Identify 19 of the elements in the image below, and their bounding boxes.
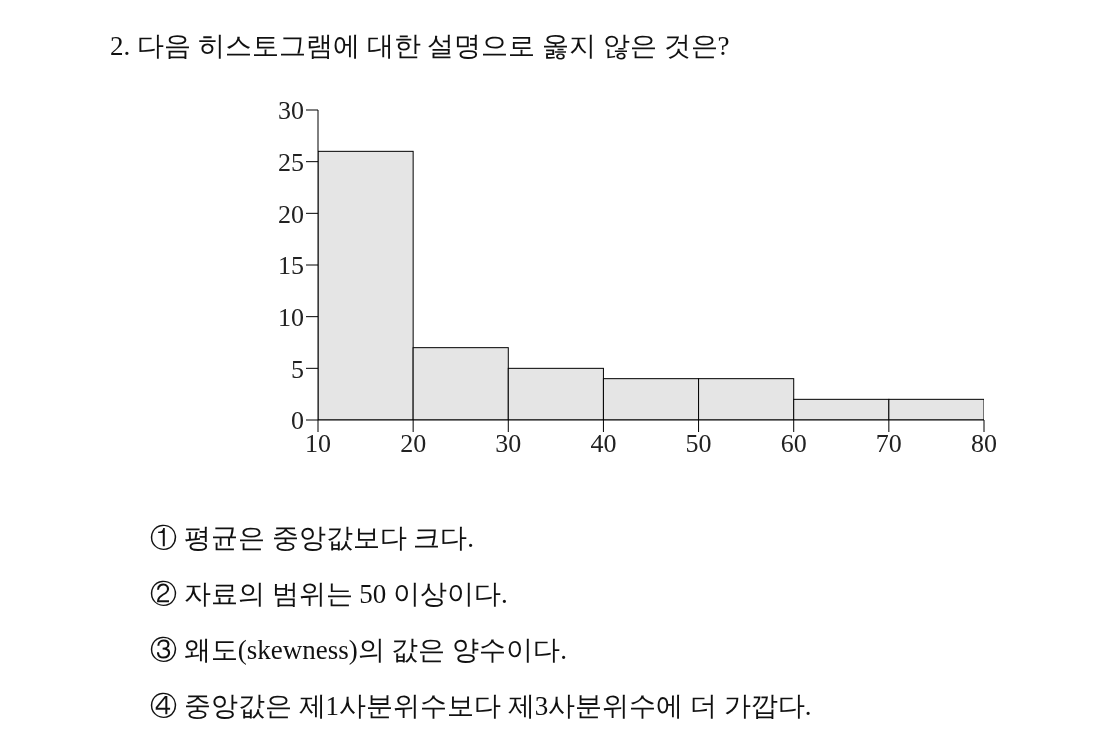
y-tick-label: 25 bbox=[278, 147, 304, 177]
y-tick-label: 10 bbox=[278, 302, 304, 332]
x-tick-label: 50 bbox=[685, 429, 712, 459]
x-tick-label: 60 bbox=[780, 429, 807, 459]
x-tick-label: 30 bbox=[495, 429, 522, 459]
x-tick-label: 20 bbox=[400, 429, 427, 459]
chart-title: 2. 다음 히스토그램에 대한 설명으로 옳지 않은 것은? bbox=[110, 30, 730, 63]
y-tick-label: 15 bbox=[278, 251, 304, 281]
text: ③ 왜도(skewness)의 값은 양수이다. bbox=[150, 634, 567, 667]
x-tick-label: 80 bbox=[971, 429, 997, 459]
text: ① 평균은 중앙값보다 크다. bbox=[150, 522, 474, 555]
x-tick-label: 40 bbox=[590, 429, 617, 459]
text: ② 자료의 범위는 50 이상이다. bbox=[150, 578, 508, 611]
y-tick-label: 20 bbox=[278, 199, 304, 229]
y-tick-label: 30 bbox=[278, 96, 304, 126]
text: ④ 중앙값은 제1사분위수보다 제3사분위수에 더 가깝다. bbox=[150, 690, 812, 723]
y-tick-label: 0 bbox=[291, 406, 304, 436]
x-tick-label: 70 bbox=[875, 429, 902, 459]
y-tick-label: 5 bbox=[291, 354, 304, 384]
